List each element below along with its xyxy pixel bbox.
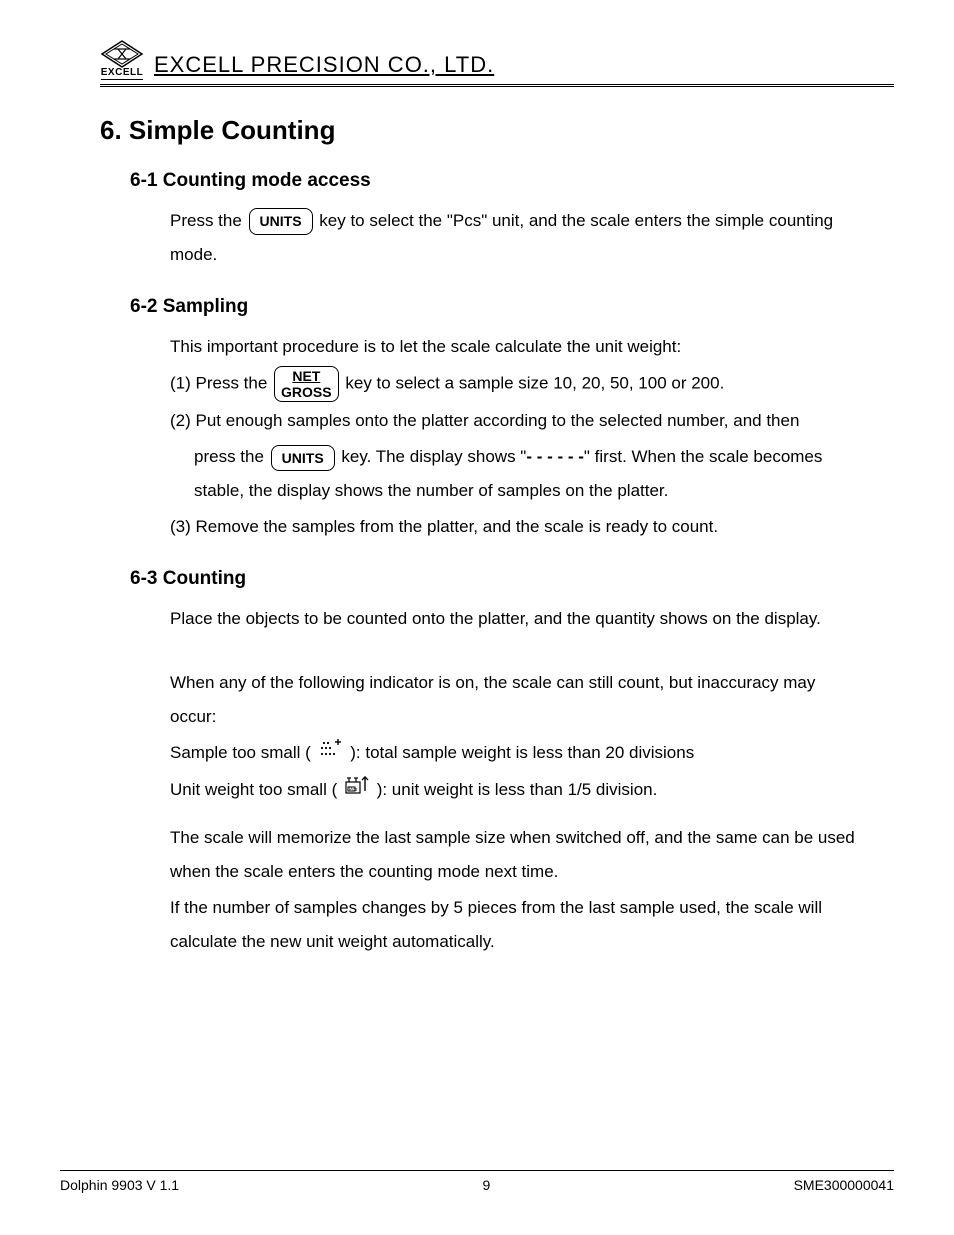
text: (1) Press the xyxy=(170,374,272,393)
logo-text: EXCELL xyxy=(101,68,143,80)
section-6-1-body: Press the UNITS key to select the "Pcs" … xyxy=(170,204,864,272)
svg-text:Pcs: Pcs xyxy=(349,787,358,793)
text: Press the xyxy=(170,211,242,230)
text: (2) Put enough samples onto the platter … xyxy=(170,404,864,438)
gross-label: GROSS xyxy=(281,384,332,400)
text: press the xyxy=(194,447,269,466)
page-footer: Dolphin 9903 V 1.1 9 SME300000041 xyxy=(60,1170,894,1193)
section-6-3-body: Place the objects to be counted onto the… xyxy=(170,602,864,959)
dashes-display: - - - - - - xyxy=(526,447,584,466)
text: ): total sample weight is less than 20 d… xyxy=(350,743,694,762)
section-6-2-heading: 6-2 Sampling xyxy=(130,296,894,318)
text: Place the objects to be counted onto the… xyxy=(170,602,864,636)
text: Unit weight too small ( xyxy=(170,780,337,799)
units-key-icon: UNITS xyxy=(249,208,313,234)
footer-right: SME300000041 xyxy=(794,1177,894,1193)
company-name: EXCELL PRECISION CO., LTD. xyxy=(154,52,494,78)
diamond-icon xyxy=(100,40,144,68)
text: Sample too small ( xyxy=(170,743,311,762)
footer-left: Dolphin 9903 V 1.1 xyxy=(60,1177,179,1193)
text: When any of the following indicator is o… xyxy=(170,666,864,734)
text: key to select a sample size 10, 20, 50, … xyxy=(345,374,724,393)
text: ): unit weight is less than 1/5 division… xyxy=(377,780,658,799)
text: If the number of samples changes by 5 pi… xyxy=(170,891,864,959)
text: (3) Remove the samples from the platter,… xyxy=(170,510,864,544)
units-key-icon: UNITS xyxy=(271,445,335,471)
text: key. The display shows " xyxy=(341,447,526,466)
section-6-2-body: This important procedure is to let the s… xyxy=(170,330,864,544)
text: The scale will memorize the last sample … xyxy=(170,821,864,889)
net-gross-key-icon: NET GROSS xyxy=(274,366,339,402)
sample-too-small-icon xyxy=(318,737,344,771)
section-6-1-heading: 6-1 Counting mode access xyxy=(130,170,894,192)
footer-page-number: 9 xyxy=(482,1177,490,1193)
chapter-title: 6. Simple Counting xyxy=(100,115,894,146)
page-header: EXCELL EXCELL PRECISION CO., LTD. xyxy=(100,40,894,87)
text: This important procedure is to let the s… xyxy=(170,330,864,364)
net-label: NET xyxy=(292,368,320,384)
company-logo: EXCELL xyxy=(100,40,144,80)
section-6-3-heading: 6-3 Counting xyxy=(130,568,894,590)
unit-weight-too-small-icon: Pcs xyxy=(344,773,370,807)
